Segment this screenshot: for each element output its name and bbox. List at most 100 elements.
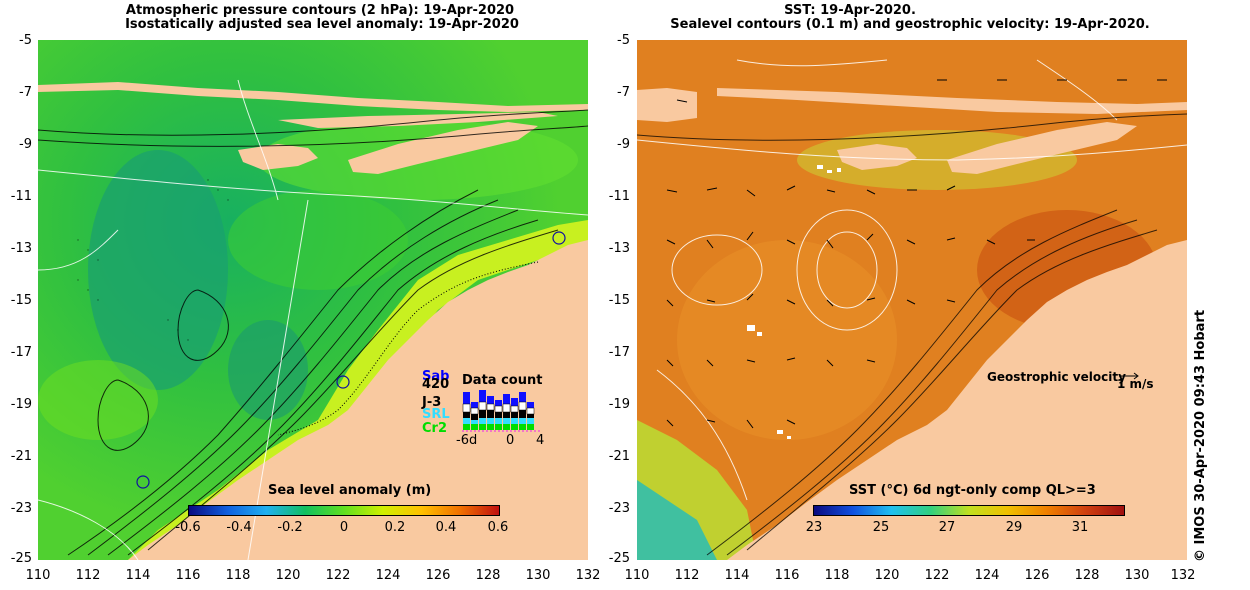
x-tick: 114	[724, 568, 750, 583]
x-tick: 126	[425, 568, 451, 583]
sla-map[interactable]: Sea level anomaly (m) -0.6 -0.4 -0.2 0 0…	[38, 40, 588, 560]
sst-cbar-tick: 31	[1071, 520, 1089, 535]
x-tick: 112	[75, 568, 101, 583]
sst-mid-blob	[677, 240, 897, 440]
y-tick: -17	[608, 345, 630, 360]
sst-map[interactable]: Geostrophic velocity 1 m/s SST (°C) 6d n…	[637, 40, 1187, 560]
left-title-line1: Atmospheric pressure contours (2 hPa): 1…	[125, 3, 515, 18]
y-tick: -7	[19, 85, 32, 100]
y-tick: -21	[608, 449, 630, 464]
y-tick: -5	[617, 33, 630, 48]
sat-label-sab: Sab	[422, 369, 450, 384]
data-count-bars	[462, 390, 542, 432]
pressure-contours	[38, 79, 588, 560]
dc-xtick: 4	[536, 433, 545, 448]
y-tick: -15	[10, 293, 32, 308]
sat-label-j3: J-3	[422, 395, 442, 410]
x-tick: 120	[275, 568, 301, 583]
sla-colorbar	[188, 505, 500, 516]
x-tick: 124	[375, 568, 401, 583]
sla-contours	[38, 109, 588, 556]
y-tick: -13	[10, 241, 32, 256]
sat-label-cr2: Cr2	[422, 421, 447, 436]
data-count-title: Data count	[462, 373, 543, 388]
sla-cbar-tick: 0.6	[487, 520, 509, 535]
sat-label-srl: SRL	[422, 407, 450, 422]
sst-map-svg	[637, 40, 1187, 560]
x-tick: 110	[25, 568, 51, 583]
sst-colorbar	[813, 505, 1125, 516]
y-tick: -13	[608, 241, 630, 256]
sst-sumba-island	[837, 144, 917, 170]
australia-land	[128, 240, 588, 560]
y-tick: -11	[10, 189, 32, 204]
velocity-scale-arrowhead	[1133, 372, 1139, 380]
sla-cbar-tick: 0.2	[384, 520, 406, 535]
dc-xtick: 0	[506, 433, 515, 448]
y-tick: -25	[10, 551, 32, 566]
right-title-line1: SST: 19-Apr-2020.	[784, 3, 916, 18]
x-tick: 122	[325, 568, 351, 583]
tide-gauge-marker[interactable]	[552, 231, 566, 245]
sst-cbar-tick: 25	[872, 520, 890, 535]
bar-stack	[502, 394, 511, 430]
velocity-label: Geostrophic velocity	[987, 370, 1126, 384]
x-tick: 110	[624, 568, 650, 583]
sst-australia-land	[727, 240, 1187, 560]
x-tick: 116	[774, 568, 800, 583]
sla-cbar-tick: -0.4	[226, 520, 252, 535]
x-tick: 118	[225, 568, 251, 583]
y-tick: -7	[617, 85, 630, 100]
y-tick: -23	[10, 501, 32, 516]
x-tick: 122	[924, 568, 950, 583]
x-tick: 132	[575, 568, 601, 583]
bar-stack	[518, 392, 527, 430]
y-tick: -17	[10, 345, 32, 360]
imos-credit: © IMOS 30-Apr-2020 09:43 Hobart	[1193, 309, 1208, 562]
x-tick: 128	[475, 568, 501, 583]
x-tick: 116	[175, 568, 201, 583]
y-tick: -21	[10, 449, 32, 464]
sealevel-contours	[637, 59, 1187, 501]
right-title-line2: Sealevel contours (0.1 m) and geostrophi…	[670, 17, 1150, 32]
sst-timor-island	[947, 122, 1137, 174]
x-tick: 126	[1024, 568, 1050, 583]
dc-xtick: -6d	[456, 433, 478, 448]
cloud-patches	[747, 165, 841, 439]
x-tick: 112	[674, 568, 700, 583]
sla-cbar-tick: -0.2	[277, 520, 303, 535]
sla-high-blob	[38, 360, 158, 440]
shelf-dotted-line	[277, 261, 539, 436]
sst-cbar-tick: 23	[805, 520, 823, 535]
tide-gauge-marker[interactable]	[136, 475, 150, 489]
sst-cbar-tick: 27	[938, 520, 956, 535]
velocity-arrows	[666, 79, 1167, 429]
sst-northern-islands	[717, 88, 1187, 114]
y-tick: -19	[10, 397, 32, 412]
y-tick: -9	[617, 137, 630, 152]
sla-cbar-tick: -0.6	[175, 520, 201, 535]
coastal-sla-fringe	[128, 220, 588, 560]
y-tick: -15	[608, 293, 630, 308]
bar-stack	[494, 400, 503, 430]
x-tick: 124	[974, 568, 1000, 583]
x-tick: 118	[824, 568, 850, 583]
y-tick: -5	[19, 33, 32, 48]
stipple-dots	[77, 179, 229, 341]
timor-island	[348, 122, 538, 174]
sst-colorbar-label: SST (°C) 6d ngt-only comp QL>=3	[849, 483, 1096, 498]
sst-land-nw	[637, 88, 697, 122]
sst-cbar-tick: 29	[1005, 520, 1023, 535]
x-tick: 114	[125, 568, 151, 583]
sla-low-blob	[88, 150, 228, 390]
sst-cold-south	[637, 480, 717, 560]
x-tick: 130	[1124, 568, 1150, 583]
sla-cbar-tick: 0.4	[435, 520, 457, 535]
java-bali-lombok-land	[38, 82, 588, 112]
sumba-island	[238, 144, 318, 170]
y-tick: -9	[19, 137, 32, 152]
y-tick: -25	[608, 551, 630, 566]
tide-gauge-marker[interactable]	[336, 375, 350, 389]
velocity-scale-label: 1 m/s	[1117, 377, 1154, 391]
bar-stack	[478, 390, 487, 430]
